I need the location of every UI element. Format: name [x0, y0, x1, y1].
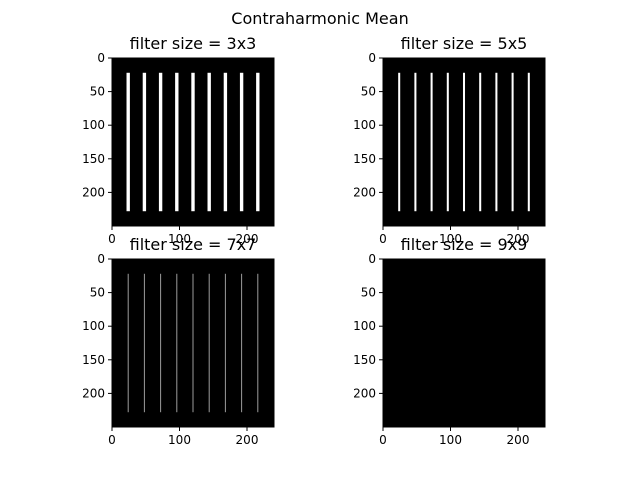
image-line-5: [462, 72, 466, 212]
image-line-8: [511, 72, 514, 212]
x-tick-label: 100: [439, 433, 462, 447]
image-line-9: [257, 273, 259, 413]
image-line-4: [176, 273, 178, 413]
axes-frame: [111, 258, 275, 428]
y-tick-label: 50: [90, 85, 105, 99]
x-tick-label: 100: [168, 232, 191, 246]
x-tick-label: 200: [236, 433, 259, 447]
y-tick-label: 0: [368, 252, 376, 266]
x-tick-label: 200: [236, 232, 259, 246]
image-line-6: [479, 72, 482, 212]
subplot-2: 0 100 200 0 50 100 150 200 filter size = 5x5: [353, 34, 546, 246]
x-tick-label: 0: [379, 433, 387, 447]
y-tick-label: 200: [82, 386, 105, 400]
image-line-6: [208, 273, 210, 413]
y-tick-label: 150: [353, 152, 376, 166]
y-tick-label: 150: [82, 152, 105, 166]
image-line-2: [143, 273, 145, 413]
y-tick-label: 50: [90, 286, 105, 300]
axes-frame: [382, 57, 546, 227]
y-tick-label: 0: [97, 252, 105, 266]
x-tick-label: 200: [507, 232, 530, 246]
y-tick-label: 100: [82, 319, 105, 333]
image-line-4: [446, 72, 449, 212]
image-line-1: [127, 273, 129, 413]
x-tick-label: 0: [379, 232, 387, 246]
image-line-1: [126, 72, 130, 212]
y-tick-label: 50: [361, 286, 376, 300]
axes-frame: [111, 57, 275, 227]
subplot-title: filter size = 7x7: [130, 235, 257, 254]
y-tick-label: 100: [353, 319, 376, 333]
image-line-7: [224, 273, 226, 413]
x-tick-label: 100: [439, 232, 462, 246]
x-tick-label: 0: [108, 433, 116, 447]
y-tick-label: 200: [353, 386, 376, 400]
image-line-3: [430, 72, 433, 212]
x-tick-label: 100: [168, 433, 191, 447]
image-line-8: [241, 273, 243, 413]
image-line-2: [414, 72, 417, 212]
y-tick-label: 150: [82, 353, 105, 367]
subplot-title: filter size = 5x5: [401, 34, 528, 53]
image-line-9: [527, 72, 530, 212]
image-line-3: [160, 273, 162, 413]
subplot-1: 0 100 200 0 50 100 150 200 filter size = 3x3: [82, 34, 275, 246]
y-tick-label: 150: [353, 353, 376, 367]
axes-frame: [382, 258, 546, 428]
subplot-title: filter size = 3x3: [130, 34, 257, 53]
image-line-5: [192, 273, 194, 413]
image-line-5: [191, 72, 195, 212]
image-line-3: [158, 72, 163, 212]
image-line-6: [207, 72, 211, 212]
y-tick-label: 50: [361, 85, 376, 99]
image-line-8: [239, 72, 244, 212]
image-line-9: [256, 72, 260, 212]
subplot-title: filter size = 9x9: [401, 235, 528, 254]
y-tick-label: 200: [353, 185, 376, 199]
y-tick-label: 100: [82, 118, 105, 132]
y-tick-label: 100: [353, 118, 376, 132]
x-tick-label: 200: [507, 433, 530, 447]
figure-suptitle: Contraharmonic Mean: [231, 9, 408, 28]
y-tick-label: 0: [97, 51, 105, 65]
image-line-7: [223, 72, 228, 212]
y-tick-label: 200: [82, 185, 105, 199]
x-tick-label: 0: [108, 232, 116, 246]
image-line-2: [142, 72, 147, 212]
image-line-4: [175, 72, 179, 212]
image-line-1: [398, 72, 401, 212]
y-tick-label: 0: [368, 51, 376, 65]
subplot-grid: 0 100 200 0 50 100 150 200 filter size = 3x3 0 100…: [82, 34, 546, 447]
image-background: [383, 259, 545, 427]
image-line-7: [495, 72, 498, 212]
